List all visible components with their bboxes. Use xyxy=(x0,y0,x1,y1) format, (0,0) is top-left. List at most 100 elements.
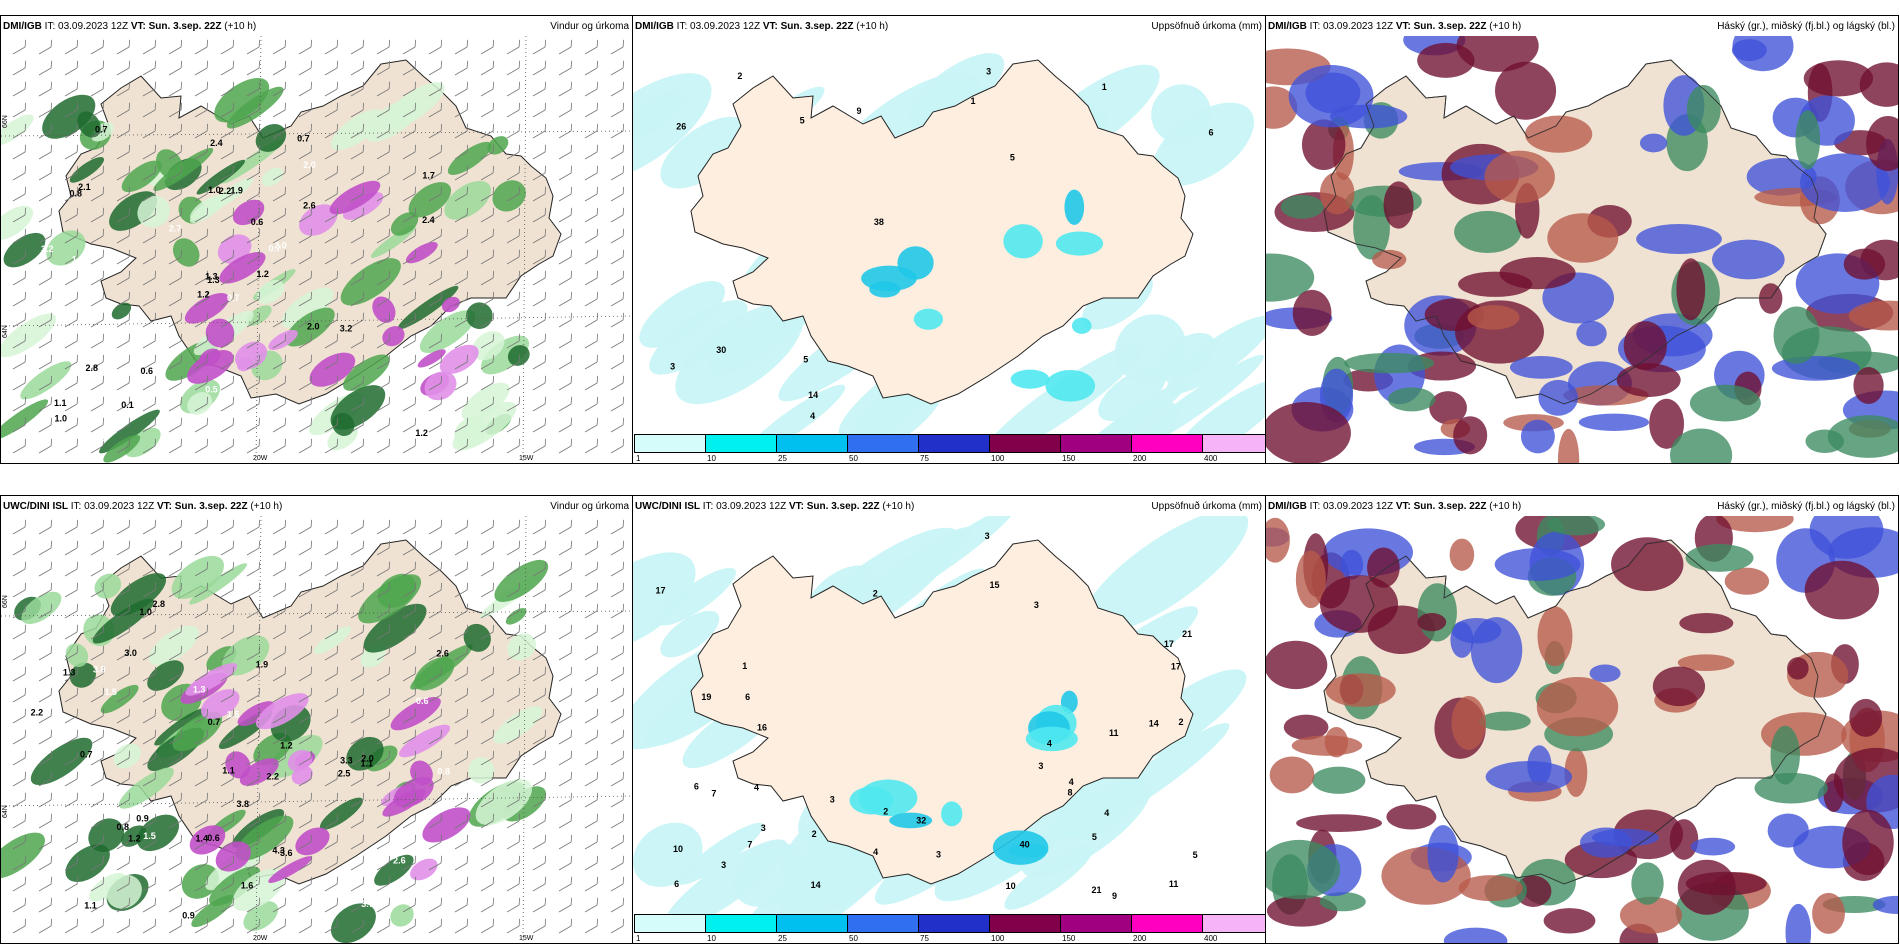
precip-value-label: 1.5 xyxy=(104,687,117,697)
precip-value-label: 2.6 xyxy=(303,201,316,211)
colorbar-tick-label: 400 xyxy=(1204,934,1218,943)
map-cloud-layers xyxy=(1266,516,1898,943)
precip-value-label: 3.0 xyxy=(93,433,106,443)
panel-header-left: UWC/DINI ISL IT: 03.09.2023 12Z VT: Sun.… xyxy=(3,501,283,512)
colorbar-tick-label: 100 xyxy=(991,934,1005,943)
colorbar-segment: 150 xyxy=(1060,914,1132,943)
map-accumulated-precip: 1 3 6 9 14 26 2 38 5 5 4 30 3 5 1 xyxy=(633,36,1265,436)
precip-value-label: 4 xyxy=(754,783,759,793)
panel-product-title: Háský (gr.), miðský (fj.bl.) og lágský (… xyxy=(1717,501,1895,512)
precip-value-label: 40 xyxy=(1020,839,1030,849)
precip-value-label: 1.3 xyxy=(193,685,206,695)
colorbar-segment: 10 xyxy=(705,914,777,943)
precip-value-label: 2.4 xyxy=(422,215,435,225)
precip-value-label: 0.6 xyxy=(416,696,429,706)
precip-value-label: 3.2 xyxy=(41,244,54,254)
precip-value-label: 1.0 xyxy=(54,414,67,424)
precip-value-label: 4.3 xyxy=(272,845,285,855)
precip-value-label: 5 xyxy=(1092,832,1097,842)
precip-value-label: 0.7 xyxy=(80,750,93,760)
precip-value-label: 1.2 xyxy=(280,741,293,751)
precip-value-label: 14 xyxy=(1149,718,1159,728)
lat-tick-label: 66N xyxy=(2,115,9,128)
precip-value-label: 1.4 xyxy=(72,255,85,265)
precip-value-label: 1.9 xyxy=(256,660,269,670)
map-wind-precip: 66N 64N 20W 15W 0.7 0.8 1.3 1.1 0.7 0.6 0.7 1.9 2.0 1… xyxy=(1,36,632,463)
precip-value-label: 0.6 xyxy=(207,833,220,843)
precip-value-label: 1.0 xyxy=(208,185,221,195)
precip-value-label: 5 xyxy=(803,354,808,364)
lat-tick-label: 64N xyxy=(2,805,9,818)
colorbar-tick-label: 50 xyxy=(849,454,858,463)
precip-value-label: 2.5 xyxy=(338,768,351,778)
precip-value-label: 32 xyxy=(916,815,926,825)
precip-value-label: 2.8 xyxy=(86,363,99,373)
precip-value-label: 1.6 xyxy=(241,880,254,890)
colorbar-tick-label: 150 xyxy=(1062,934,1076,943)
lon-tick-label: 15W xyxy=(519,935,534,942)
colorbar-segment: 100 xyxy=(989,914,1061,943)
colorbar-tick-label: 150 xyxy=(1062,454,1076,463)
panel-product-title: Uppsöfnuð úrkoma (mm) xyxy=(1151,21,1262,32)
precip-value-label: 15 xyxy=(990,580,1000,590)
precip-value-label: 3.2 xyxy=(340,323,353,333)
precip-value-label: 3.8 xyxy=(236,799,249,809)
colorbar-segment: 25 xyxy=(776,434,848,463)
colorbar-segment: 25 xyxy=(776,914,848,943)
precip-value-label: 3.0 xyxy=(124,648,137,658)
precip-value-label: 0.5 xyxy=(205,385,218,395)
map-wind-precip: 66N 64N 20W 15W 1.5 1.3 0.7 1.0 1.5 1.9 2.2 2.2 2.6 2… xyxy=(1,516,632,943)
precip-value-label: 17 xyxy=(1171,661,1181,671)
precip-value-label: 3 xyxy=(1034,600,1039,610)
precip-value-label: 3 xyxy=(986,66,991,76)
precip-value-label: 2 xyxy=(883,807,888,817)
precip-value-label: 3.8 xyxy=(93,665,106,675)
precip-value-label: 6 xyxy=(1208,127,1213,137)
lat-tick-label: 66N xyxy=(2,595,9,608)
precip-value-label: 4 xyxy=(1047,738,1052,748)
precip-value-label: 1.0 xyxy=(139,607,152,617)
colorbar-tick-label: 25 xyxy=(778,454,787,463)
precip-value-label: 2.0 xyxy=(303,160,316,170)
panel-r1c2: DMI/IGB IT: 03.09.2023 12Z VT: Sun. 3.se… xyxy=(632,15,1266,464)
precip-value-label: 1.1 xyxy=(84,900,97,910)
precip-value-label: 1.1 xyxy=(222,766,235,776)
lon-tick-label: 20W xyxy=(253,935,268,942)
precip-value-label: 14 xyxy=(808,390,818,400)
precip-value-label: 2.4 xyxy=(210,138,223,148)
precip-value-label: 3.6 xyxy=(280,848,293,858)
precip-value-label: 0.9 xyxy=(136,814,149,824)
precip-value-label: 1.5 xyxy=(227,709,240,719)
colorbar-tick-label: 10 xyxy=(707,934,716,943)
precip-value-label: 3 xyxy=(936,849,941,859)
precip-value-label: 2 xyxy=(1179,717,1184,727)
colorbar-segment: 100 xyxy=(989,434,1061,463)
precip-value-label: 0.8 xyxy=(116,822,129,832)
precip-value-label: 2 xyxy=(812,829,817,839)
colorbar-tick-label: 50 xyxy=(849,934,858,943)
precip-value-label: 3 xyxy=(761,823,766,833)
precip-value-label: 6 xyxy=(694,781,699,791)
panel-r2c2: UWC/DINI ISL IT: 03.09.2023 12Z VT: Sun.… xyxy=(632,495,1266,944)
precip-value-label: 16 xyxy=(757,723,767,733)
precip-value-label: 1 xyxy=(742,661,747,671)
precip-value-label: 11 xyxy=(1109,728,1119,738)
precip-value-label: 38 xyxy=(874,217,884,227)
panel-r1c3: DMI/IGB IT: 03.09.2023 12Z VT: Sun. 3.se… xyxy=(1265,15,1899,464)
colorbar-segment: 75 xyxy=(918,434,990,463)
precip-value-label: 2.0 xyxy=(274,241,287,251)
precip-value-label: 21 xyxy=(1182,629,1192,639)
precip-value-label: 0.7 xyxy=(208,717,221,727)
precip-value-label: 8 xyxy=(1067,787,1072,797)
map-cloud-layers xyxy=(1266,36,1898,463)
precip-value-label: 4 xyxy=(873,847,878,857)
precip-value-label: 2 xyxy=(873,588,878,598)
precip-value-label: 17 xyxy=(1164,639,1174,649)
lon-tick-label: 15W xyxy=(519,455,534,462)
panel-r2c3: DMI/IGB IT: 03.09.2023 12Z VT: Sun. 3.se… xyxy=(1265,495,1899,944)
precip-value-label: 0.7 xyxy=(227,293,240,303)
colorbar-tick-label: 100 xyxy=(991,454,1005,463)
precip-value-label: 2.0 xyxy=(307,321,320,331)
precip-value-label: 0.8 xyxy=(69,189,82,199)
precip-value-label: 1.3 xyxy=(63,668,76,678)
